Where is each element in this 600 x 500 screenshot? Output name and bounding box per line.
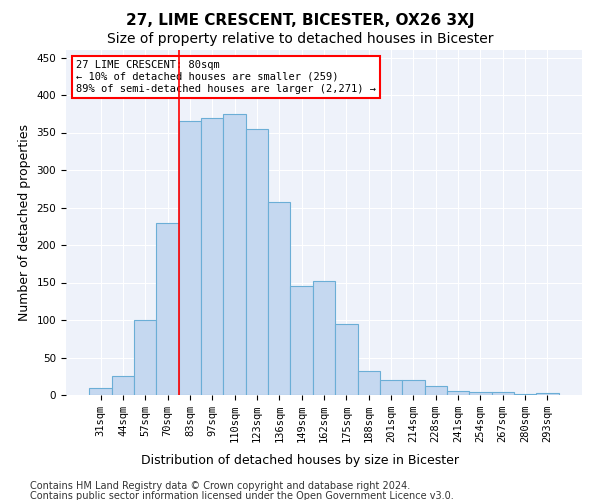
Bar [201, 118, 223, 395]
Bar [268, 202, 290, 395]
Bar [447, 391, 469, 395]
Text: Distribution of detached houses by size in Bicester: Distribution of detached houses by size … [141, 454, 459, 467]
Bar [491, 392, 514, 395]
Text: Size of property relative to detached houses in Bicester: Size of property relative to detached ho… [107, 32, 493, 46]
Bar [246, 128, 268, 395]
Bar [358, 371, 380, 395]
Text: 27 LIME CRESCENT: 80sqm
← 10% of detached houses are smaller (259)
89% of semi-d: 27 LIME CRESCENT: 80sqm ← 10% of detache… [76, 60, 376, 94]
Bar [290, 286, 313, 395]
Bar [313, 281, 335, 395]
Bar [402, 380, 425, 395]
Text: 27, LIME CRESCENT, BICESTER, OX26 3XJ: 27, LIME CRESCENT, BICESTER, OX26 3XJ [126, 12, 474, 28]
Bar [536, 393, 559, 395]
Y-axis label: Number of detached properties: Number of detached properties [18, 124, 31, 321]
Bar [179, 121, 201, 395]
Bar [425, 386, 447, 395]
Text: Contains public sector information licensed under the Open Government Licence v3: Contains public sector information licen… [30, 491, 454, 500]
Bar [112, 376, 134, 395]
Bar [134, 320, 157, 395]
Bar [223, 114, 246, 395]
Bar [89, 388, 112, 395]
Bar [469, 392, 491, 395]
Bar [514, 394, 536, 395]
Bar [380, 380, 402, 395]
Text: Contains HM Land Registry data © Crown copyright and database right 2024.: Contains HM Land Registry data © Crown c… [30, 481, 410, 491]
Bar [157, 222, 179, 395]
Bar [335, 324, 358, 395]
